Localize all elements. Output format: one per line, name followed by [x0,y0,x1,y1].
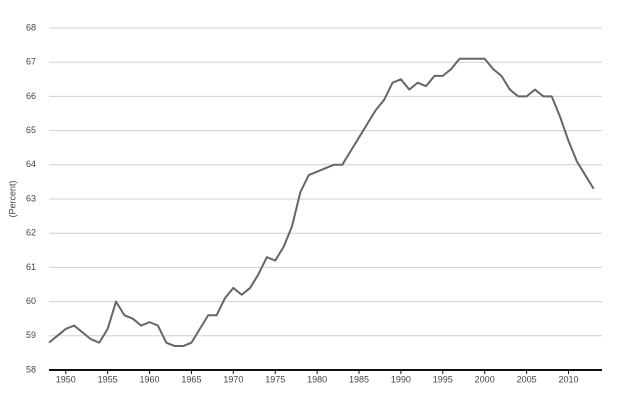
y-tick-label: 68 [26,22,36,32]
y-axis-label: (Percent) [7,180,17,217]
x-tick-label: 1955 [98,374,118,384]
y-tick-label: 62 [26,228,36,238]
x-tick-label: 1995 [433,374,453,384]
x-tick-label: 1975 [265,374,285,384]
y-tick-label: 60 [26,296,36,306]
y-tick-label: 66 [26,91,36,101]
data-line [48,57,595,348]
x-tick-label: 1985 [349,374,369,384]
x-tick-label: 1970 [223,374,243,384]
y-tick-label: 63 [26,193,36,203]
x-tick-label: 2000 [475,374,495,384]
x-tick-label: 2010 [558,374,578,384]
x-tick-label: 1980 [307,374,327,384]
y-tick-label: 59 [26,330,36,340]
x-tick-label: 2005 [517,374,537,384]
y-tick-label: 61 [26,262,36,272]
x-tick-label: 1950 [56,374,76,384]
y-tick-label: 67 [26,57,36,67]
x-tick-label: 1960 [140,374,160,384]
y-tick-label: 64 [26,159,36,169]
x-tick-label: 1990 [391,374,411,384]
x-tick-label: 1965 [181,374,201,384]
y-tick-label: 58 [26,364,36,374]
y-tick-label: 65 [26,125,36,135]
